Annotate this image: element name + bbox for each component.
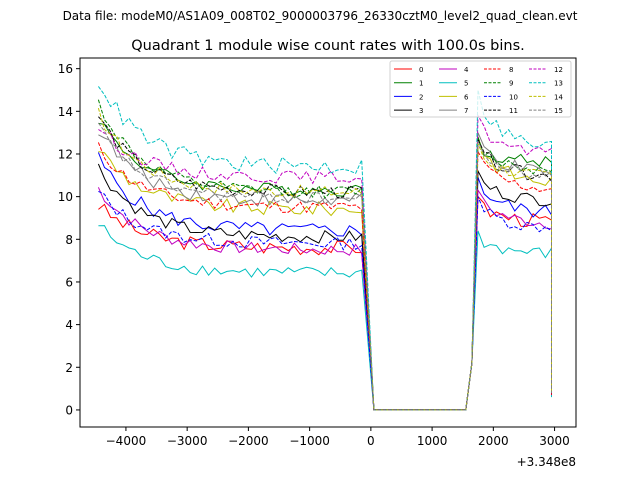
x-tick-label: −2000 <box>228 434 269 448</box>
series-line-8 <box>97 142 552 411</box>
x-tick-label: −3000 <box>167 434 208 448</box>
y-tick-label: 0 <box>65 403 73 417</box>
series-line-3 <box>97 163 552 411</box>
series-line-9 <box>97 99 552 411</box>
plot-frame <box>79 57 577 428</box>
y-tick-label: 2 <box>65 361 73 375</box>
x-offset-label: +3.348e8 <box>517 455 576 469</box>
legend-label: 2 <box>419 93 423 101</box>
legend-label: 7 <box>464 107 468 115</box>
plot-area <box>80 58 576 427</box>
legend-label: 1 <box>419 80 423 88</box>
y-tick-label: 4 <box>65 318 73 332</box>
y-tick-label: 12 <box>58 147 73 161</box>
series-line-6 <box>98 136 552 411</box>
series-line-2 <box>97 152 552 411</box>
series-layer <box>97 86 552 411</box>
series-line-14 <box>97 107 552 411</box>
legend-label: 13 <box>554 80 563 88</box>
series-line-10 <box>98 190 552 411</box>
y-axis: 0 2 4 6 8 10 12 14 16 <box>58 62 80 417</box>
series-line-12 <box>98 113 552 411</box>
y-tick-label: 6 <box>65 275 73 289</box>
y-tick-label: 10 <box>58 190 73 204</box>
legend-label: 12 <box>554 66 563 74</box>
legend-box <box>389 60 572 118</box>
legend-label: 10 <box>509 93 518 101</box>
legend-label: 6 <box>464 93 469 101</box>
y-tick-label: 14 <box>58 105 73 119</box>
x-tick-label: 1000 <box>417 434 448 448</box>
series-line-0 <box>98 195 552 411</box>
legend-label: 15 <box>554 107 563 115</box>
x-tick-label: −4000 <box>106 434 147 448</box>
x-tick-label: 3000 <box>539 434 570 448</box>
chart-suptitle: Data file: modeM0/AS1A09_008T02_90000037… <box>63 9 578 23</box>
legend-label: 9 <box>509 80 513 88</box>
x-axis: −4000 −3000 −2000 −1000 0 1000 2000 3000 <box>106 427 570 448</box>
series-line-13 <box>97 86 552 411</box>
x-tick-label: 2000 <box>478 434 509 448</box>
legend-label: 4 <box>464 66 469 74</box>
chart-title: Quadrant 1 module wise count rates with … <box>131 38 525 54</box>
legend-label: 0 <box>419 66 423 74</box>
series-line-5 <box>98 225 552 411</box>
x-tick-label: −1000 <box>289 434 330 448</box>
series-line-15 <box>97 122 552 411</box>
legend-label: 3 <box>419 107 423 115</box>
legend-label: 11 <box>509 107 518 115</box>
legend-label: 14 <box>554 93 563 101</box>
y-tick-label: 8 <box>65 233 73 247</box>
x-tick-label: 0 <box>367 434 375 448</box>
y-tick-label: 16 <box>58 62 73 76</box>
legend-label: 8 <box>509 66 513 74</box>
legend-label: 5 <box>464 80 468 88</box>
